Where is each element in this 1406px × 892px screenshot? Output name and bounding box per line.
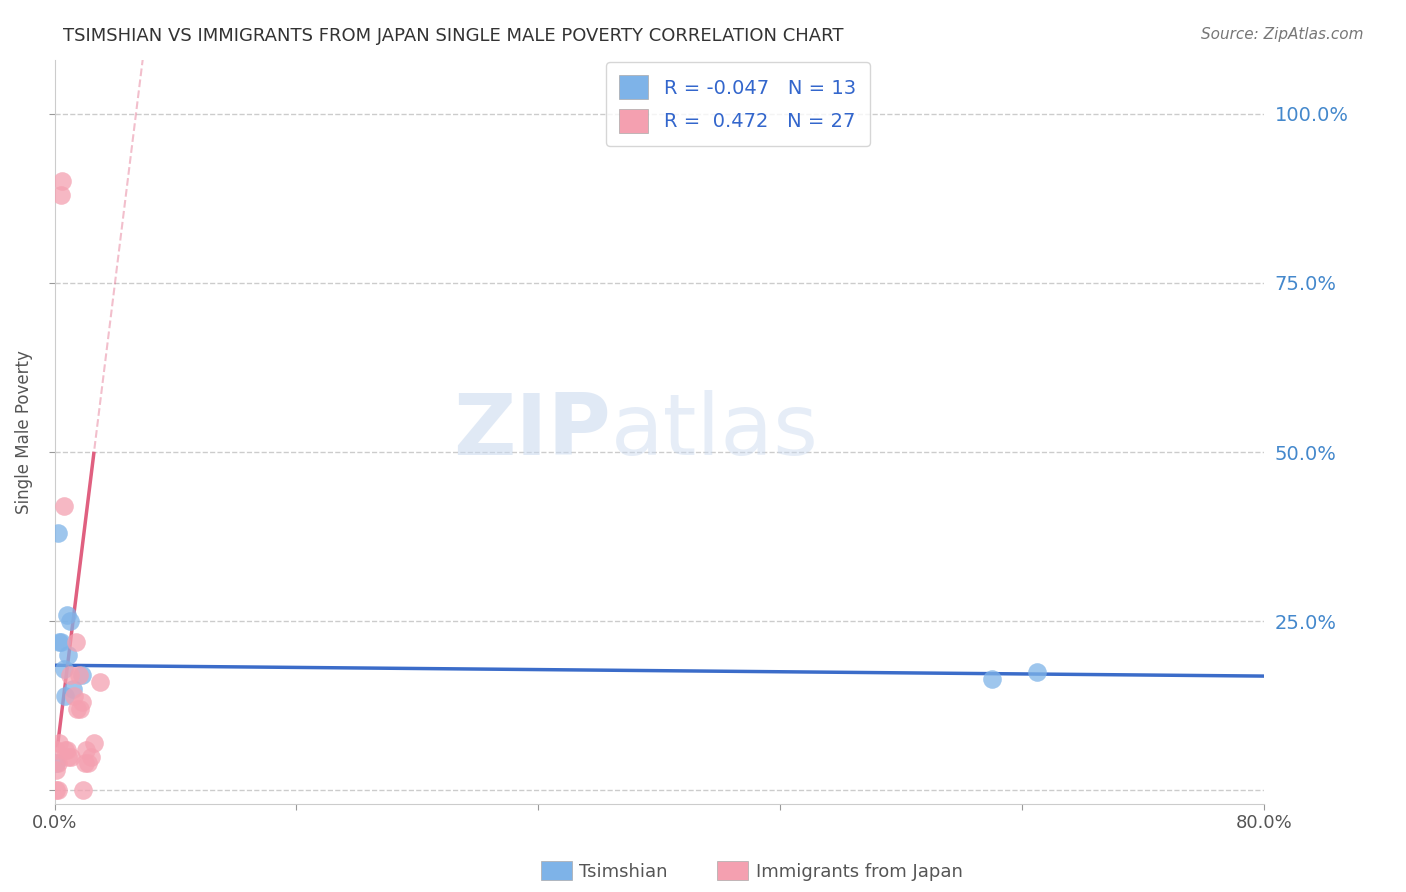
Point: [55, 607, 77, 622]
Point: [60, 749, 83, 764]
Point: [89, 675, 111, 690]
Point: [46, 526, 69, 541]
Point: [83, 736, 105, 750]
Point: [72, 783, 94, 797]
Point: [53, 743, 76, 757]
Point: [56, 749, 79, 764]
Point: [70, 668, 93, 682]
Point: [75, 743, 97, 757]
Text: TSIMSHIAN VS IMMIGRANTS FROM JAPAN SINGLE MALE POVERTY CORRELATION CHART: TSIMSHIAN VS IMMIGRANTS FROM JAPAN SINGL…: [63, 27, 844, 45]
Point: [980, 672, 1002, 686]
Point: [76, 756, 98, 771]
Text: Tsimshian: Tsimshian: [579, 863, 668, 881]
Point: [46, 783, 69, 797]
Point: [65, 634, 87, 648]
Point: [62, 681, 84, 696]
Point: [52, 662, 75, 676]
Y-axis label: Single Male Poverty: Single Male Poverty: [15, 350, 32, 514]
Point: [69, 702, 91, 716]
Point: [59, 668, 82, 682]
Point: [49, 188, 72, 202]
Point: [55, 743, 77, 757]
Point: [56, 648, 79, 662]
Legend: R = -0.047   N = 13, R =  0.472   N = 27: R = -0.047 N = 13, R = 0.472 N = 27: [606, 62, 870, 146]
Point: [46, 756, 69, 771]
Point: [53, 689, 76, 703]
Point: [59, 614, 82, 628]
Point: [70, 696, 93, 710]
Point: [51, 174, 73, 188]
Text: atlas: atlas: [610, 391, 818, 474]
Point: [1026, 665, 1049, 679]
Text: ZIP: ZIP: [453, 391, 610, 474]
Point: [67, 668, 90, 682]
Point: [45, 743, 67, 757]
Text: Source: ZipAtlas.com: Source: ZipAtlas.com: [1201, 27, 1364, 42]
Point: [48, 634, 70, 648]
Point: [73, 756, 96, 771]
Point: [52, 500, 75, 514]
Point: [45, 756, 67, 771]
Point: [48, 736, 70, 750]
Point: [80, 749, 103, 764]
Point: [45, 763, 67, 777]
Text: Immigrants from Japan: Immigrants from Japan: [756, 863, 963, 881]
Point: [49, 634, 72, 648]
Point: [45, 783, 67, 797]
Point: [63, 689, 86, 703]
Point: [66, 702, 89, 716]
